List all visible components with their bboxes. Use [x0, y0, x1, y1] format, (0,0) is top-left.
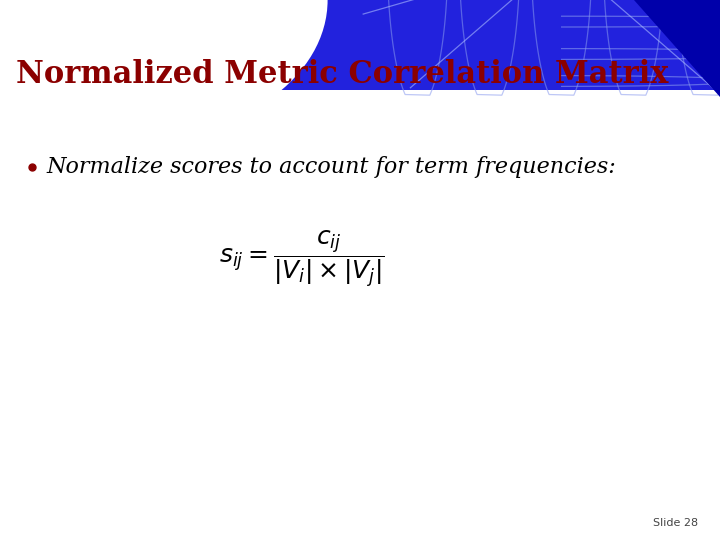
Text: Normalized Metric Correlation Matrix: Normalized Metric Correlation Matrix	[16, 59, 668, 90]
Polygon shape	[634, 0, 720, 97]
Text: Slide 28: Slide 28	[653, 518, 698, 528]
Text: $s_{ij} = \dfrac{c_{ij}}{|V_i|\times|V_j|}$: $s_{ij} = \dfrac{c_{ij}}{|V_i|\times|V_j…	[220, 228, 385, 290]
Ellipse shape	[0, 0, 328, 140]
Bar	[0, 0, 720, 90]
Text: Normalize scores to account for term frequencies:: Normalize scores to account for term fre…	[47, 157, 616, 178]
